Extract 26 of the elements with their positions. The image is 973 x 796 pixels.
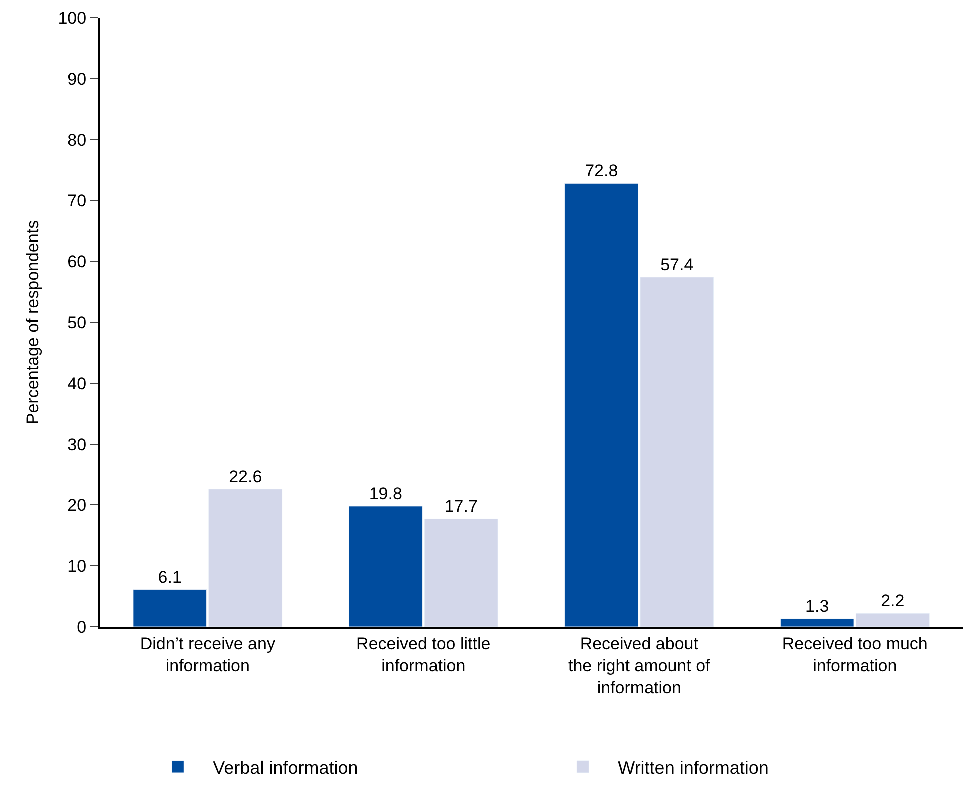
data-label: 1.3 <box>806 597 830 616</box>
data-label: 2.2 <box>881 592 905 611</box>
y-tick-label: 30 <box>68 435 87 454</box>
x-tick-label: Received too much information <box>782 634 928 676</box>
y-tick-label: 0 <box>77 618 87 637</box>
y-tick-label: 80 <box>68 130 87 150</box>
data-label: 72.8 <box>585 162 618 181</box>
x-tick-label: Received about the right amount of information <box>568 634 711 698</box>
data-label: 6.1 <box>158 568 182 587</box>
data-label: 22.6 <box>229 467 262 486</box>
y-tick-label: 90 <box>68 70 87 89</box>
data-label: 57.4 <box>660 255 694 274</box>
y-tick-label: 60 <box>68 252 87 272</box>
y-tick-label: 20 <box>68 496 87 516</box>
y-axis-title: Percentage of respondents <box>23 220 42 425</box>
y-tick-label: 50 <box>68 313 87 332</box>
y-tick-label: 70 <box>68 192 87 211</box>
x-tick-label: Didn’t receive any information <box>140 634 276 676</box>
data-label: 19.8 <box>369 484 402 504</box>
legend-label: Verbal information <box>213 758 358 778</box>
y-tick-label: 100 <box>58 8 87 28</box>
data-label: 17.7 <box>444 497 478 516</box>
x-tick-label: Received too little information <box>356 634 491 676</box>
y-tick-label: 40 <box>68 374 87 394</box>
legend-label: Written information <box>618 758 769 778</box>
y-tick-label: 10 <box>68 557 87 576</box>
